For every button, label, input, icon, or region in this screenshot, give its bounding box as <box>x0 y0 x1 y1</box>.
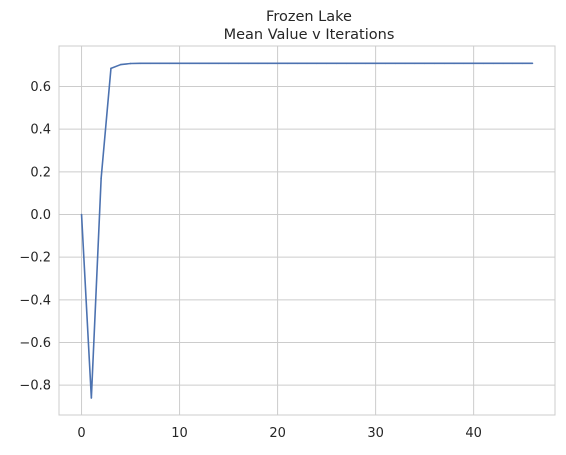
x-tick-label: 20 <box>269 426 286 441</box>
data-point <box>423 62 426 65</box>
data-point <box>198 62 200 65</box>
y-tick-label: 0.6 <box>30 80 51 95</box>
data-point <box>502 62 504 65</box>
data-point <box>80 213 83 216</box>
data-point <box>433 62 436 65</box>
y-tick-label: 0.0 <box>30 208 51 223</box>
data-point <box>453 62 455 65</box>
data-point <box>404 62 406 65</box>
data-point <box>129 62 132 65</box>
data-point <box>217 62 220 65</box>
series-line <box>80 62 533 399</box>
data-point <box>384 62 387 65</box>
data-point <box>296 62 298 65</box>
series-layer <box>80 62 534 399</box>
data-point <box>463 62 465 65</box>
data-point <box>159 62 161 65</box>
data-point <box>139 62 142 65</box>
data-point <box>374 62 377 65</box>
data-point <box>208 62 210 65</box>
data-point <box>482 62 485 65</box>
data-point <box>325 62 328 65</box>
data-point <box>257 62 259 65</box>
data-point <box>119 63 122 66</box>
tick-labels: 0 10 20 30 40 −0.8 −0.6 −0.4 −0.2 0.0 0.2 0.4 0.6 <box>19 80 481 441</box>
data-point <box>247 62 249 65</box>
y-tick-label: 0.4 <box>30 123 51 138</box>
data-point <box>306 62 308 65</box>
data-point <box>110 67 112 70</box>
data-point <box>227 62 230 65</box>
data-point <box>276 62 279 65</box>
data-point <box>266 62 269 65</box>
y-tick-label: −0.8 <box>19 379 51 394</box>
y-tick-label: 0.2 <box>30 165 51 180</box>
plot-frame <box>58 45 556 416</box>
data-point <box>365 62 367 65</box>
chart-subtitle: Mean Value v Iterations <box>224 27 395 43</box>
x-tick-label: 10 <box>171 426 188 441</box>
x-tick-label: 0 <box>77 426 85 441</box>
data-point <box>335 62 338 65</box>
data-point <box>149 62 151 65</box>
data-point <box>188 62 191 65</box>
data-point <box>355 62 357 65</box>
data-point <box>237 62 240 65</box>
data-point <box>414 62 416 65</box>
y-tick-label: −0.6 <box>19 336 51 351</box>
data-point <box>100 177 102 180</box>
data-point <box>168 62 171 65</box>
data-point <box>443 62 446 65</box>
data-point <box>394 62 397 65</box>
data-point <box>492 62 495 65</box>
data-point <box>345 62 348 65</box>
y-tick-label: −0.4 <box>19 293 51 308</box>
data-point <box>472 62 475 65</box>
data-point <box>286 62 289 65</box>
data-point <box>178 62 181 65</box>
data-point <box>316 62 318 65</box>
data-point <box>90 397 93 399</box>
y-tick-label: −0.2 <box>19 251 51 266</box>
grid <box>59 46 555 415</box>
data-point <box>521 62 524 65</box>
data-point <box>512 62 514 65</box>
x-tick-label: 30 <box>367 426 384 441</box>
chart-title: Frozen Lake <box>266 9 352 25</box>
data-point <box>531 62 534 65</box>
x-tick-label: 40 <box>465 426 482 441</box>
